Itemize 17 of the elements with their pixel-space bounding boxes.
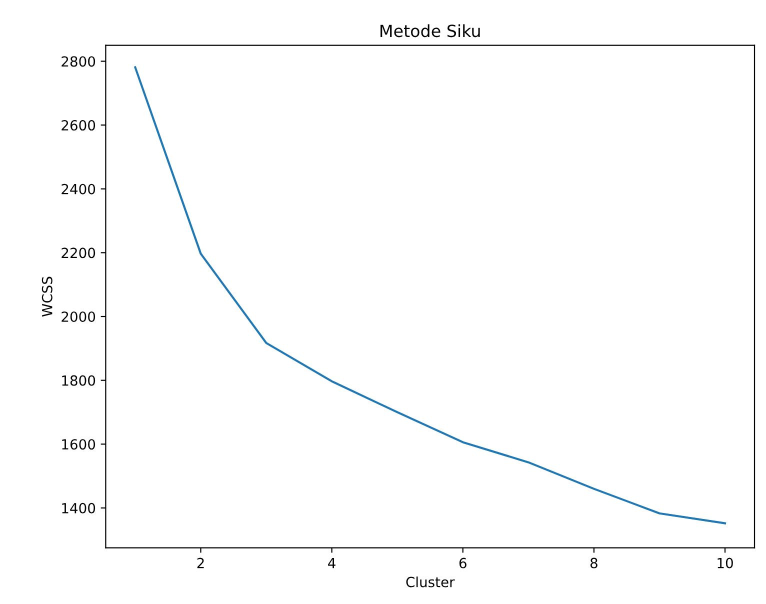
x-tick-label: 10 bbox=[718, 558, 733, 568]
x-tick-label: 6 bbox=[459, 558, 466, 568]
x-tick-label: 4 bbox=[328, 558, 336, 568]
y-tick-label: 2600 bbox=[62, 120, 96, 131]
y-tick-label: 1400 bbox=[62, 502, 96, 514]
y-axis-title: WCSS bbox=[42, 276, 52, 317]
x-tick-label: 2 bbox=[197, 558, 204, 568]
chart-title: Metode Siku bbox=[380, 24, 480, 38]
x-axis-title: Cluster bbox=[406, 576, 455, 588]
y-tick-label: 1600 bbox=[62, 439, 96, 450]
y-tick-label: 2200 bbox=[62, 248, 96, 258]
y-tick-label: 2400 bbox=[62, 184, 96, 194]
y-tick-label: 2000 bbox=[62, 311, 96, 322]
y-tick-label: 2800 bbox=[62, 56, 96, 67]
line-series bbox=[134, 66, 726, 524]
y-tick-label: 1800 bbox=[62, 375, 96, 386]
x-tick-label: 8 bbox=[590, 558, 598, 568]
